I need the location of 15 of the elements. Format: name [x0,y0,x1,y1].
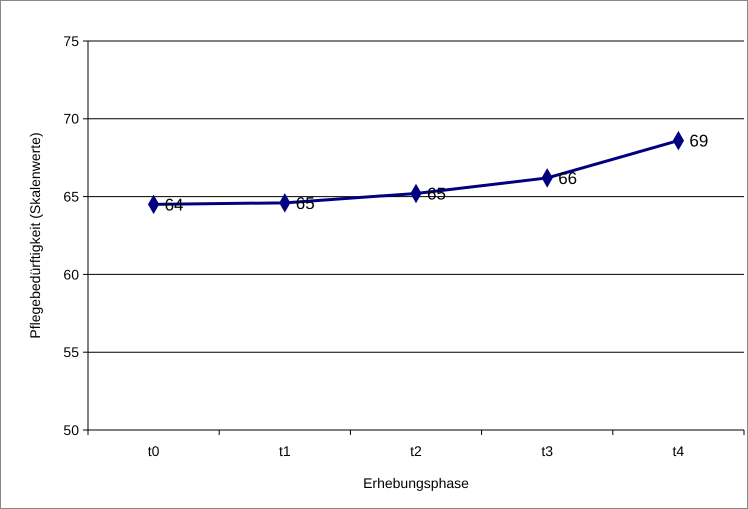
y-tick-label: 75 [63,32,80,49]
y-tick-label: 50 [63,422,80,438]
x-tick-label: t2 [410,443,422,459]
x-tick-label: t3 [541,443,554,459]
data-label: 69 [689,132,708,151]
x-tick-label: t1 [278,443,291,459]
x-tick-label: t0 [148,443,160,459]
y-tick-label: 60 [63,266,80,282]
y-axis-title: Pflegebedürftigkeit (Skalenwerte) [27,132,43,339]
y-tick-label: 65 [63,188,80,204]
data-label: 66 [558,168,578,188]
y-tick-label: 70 [63,110,80,127]
x-tick-label: t4 [672,443,684,459]
x-axis-title: Erhebungsphase [363,475,470,491]
y-tick-label: 55 [63,344,80,360]
